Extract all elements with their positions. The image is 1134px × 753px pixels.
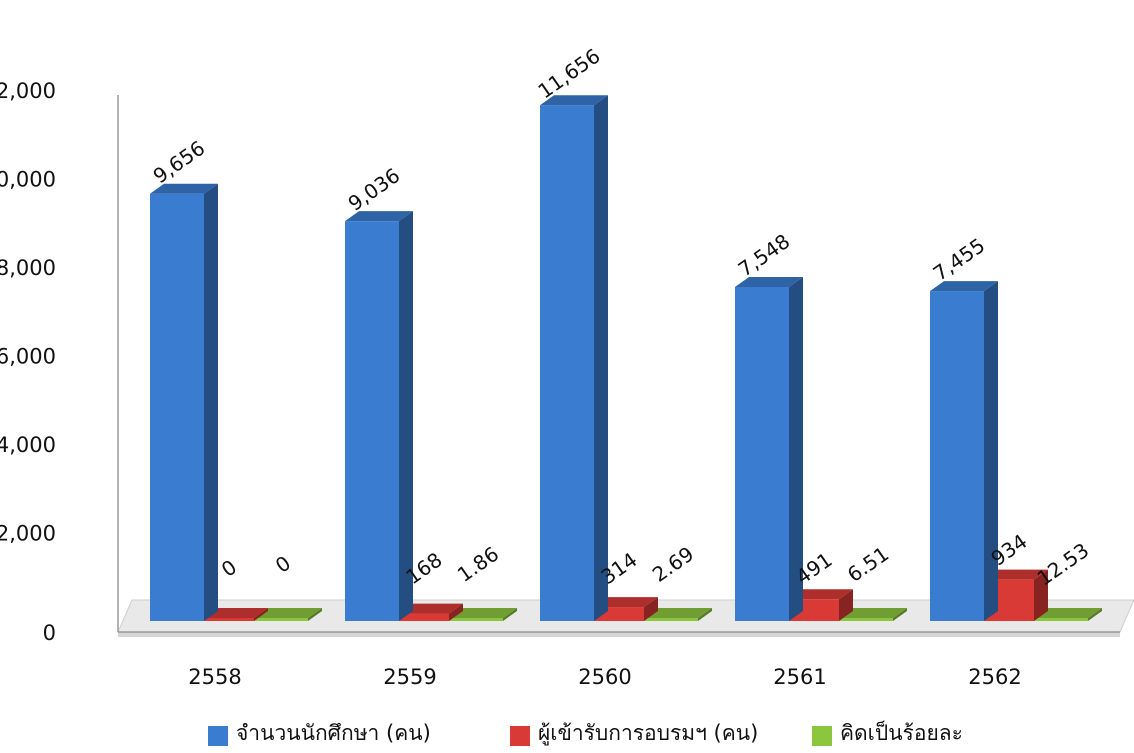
bar-percent: [449, 618, 503, 621]
legend-item-percent: คิดเป็นร้อยละ: [812, 718, 963, 748]
chart-floor-edge: [118, 632, 1120, 637]
y-tick-label: 10,000: [0, 168, 56, 192]
bar-trainees: [200, 618, 254, 621]
bar-students: [930, 291, 984, 621]
x-tick-label: 2562: [968, 665, 1021, 689]
bar-percent: [644, 618, 698, 621]
data-label: 0: [271, 551, 295, 578]
y-tick-label: 6,000: [0, 345, 56, 369]
bar-top: [930, 281, 998, 292]
y-tick-label: 12,000: [0, 79, 56, 103]
bar-top: [1034, 608, 1102, 618]
bar-students: [735, 287, 789, 621]
bar-side: [839, 589, 853, 621]
bar-side: [399, 211, 413, 622]
bar-side: [449, 603, 463, 621]
bar-side: [204, 183, 218, 622]
legend-item-students: จำนวนนักศึกษา (คน): [208, 718, 431, 748]
bar-percent: [839, 618, 893, 621]
legend-label-students: จำนวนนักศึกษา (คน): [236, 720, 431, 745]
data-label: 7,548: [734, 229, 795, 282]
bar-students: [345, 221, 399, 622]
bar-side: [503, 608, 517, 621]
legend-label-trainees: ผู้เข้ารับการอบรมฯ (คน): [538, 720, 759, 745]
bar-side: [308, 608, 322, 621]
bar-side: [789, 277, 803, 621]
bar-side: [984, 281, 998, 621]
bar-chart: 0 2,000 4,000 6,000 8,000 10,000 12,000 2558 255…: [0, 44, 1134, 689]
legend-swatch-trainees: [510, 726, 530, 746]
data-label: 7,455: [929, 233, 990, 286]
bar-top: [644, 608, 712, 618]
data-label: 11,656: [533, 44, 604, 104]
data-label: 6.51: [843, 542, 893, 587]
bar-side: [893, 608, 907, 621]
bar-top: [540, 95, 608, 106]
bar-top: [150, 183, 218, 194]
bar-side: [254, 608, 268, 621]
data-label: 0: [217, 555, 241, 582]
data-label: 1.86: [453, 542, 503, 587]
bar-side: [594, 95, 608, 622]
bar-students: [540, 105, 594, 622]
bar-top: [449, 608, 517, 618]
x-tick-label: 2560: [578, 665, 631, 689]
legend-label-percent: คิดเป็นร้อยละ: [840, 720, 963, 745]
y-tick-label: 0: [43, 621, 56, 645]
x-tick-label: 2561: [773, 665, 826, 689]
data-label: 9,656: [149, 136, 210, 189]
legend-swatch-students: [208, 726, 228, 746]
bar-side: [698, 608, 712, 621]
y-tick-label: 2,000: [0, 522, 56, 546]
bar-side: [1034, 569, 1048, 621]
x-tick-label: 2558: [188, 665, 241, 689]
legend-item-trainees: ผู้เข้ารับการอบรมฯ (คน): [510, 718, 758, 748]
chart-legend: จำนวนนักศึกษา (คน) ผู้เข้ารับการอบรมฯ (ค…: [0, 718, 1134, 748]
y-tick-label: 8,000: [0, 256, 56, 280]
bar-trainees: [395, 613, 449, 621]
bar-students: [150, 193, 204, 622]
bar-side: [1088, 608, 1102, 621]
data-label: 2.69: [648, 542, 698, 587]
bar-percent: [254, 618, 308, 621]
data-label: 9,036: [344, 163, 405, 216]
legend-swatch-percent: [812, 726, 832, 746]
bar-percent: [1034, 618, 1088, 621]
bar-top: [254, 608, 322, 618]
bar-top: [345, 211, 413, 222]
x-tick-label: 2559: [383, 665, 436, 689]
y-tick-label: 4,000: [0, 433, 56, 457]
data-label: 12.53: [1033, 538, 1094, 591]
bar-side: [644, 597, 658, 621]
bar-top: [839, 608, 907, 618]
bar-top: [735, 277, 803, 288]
